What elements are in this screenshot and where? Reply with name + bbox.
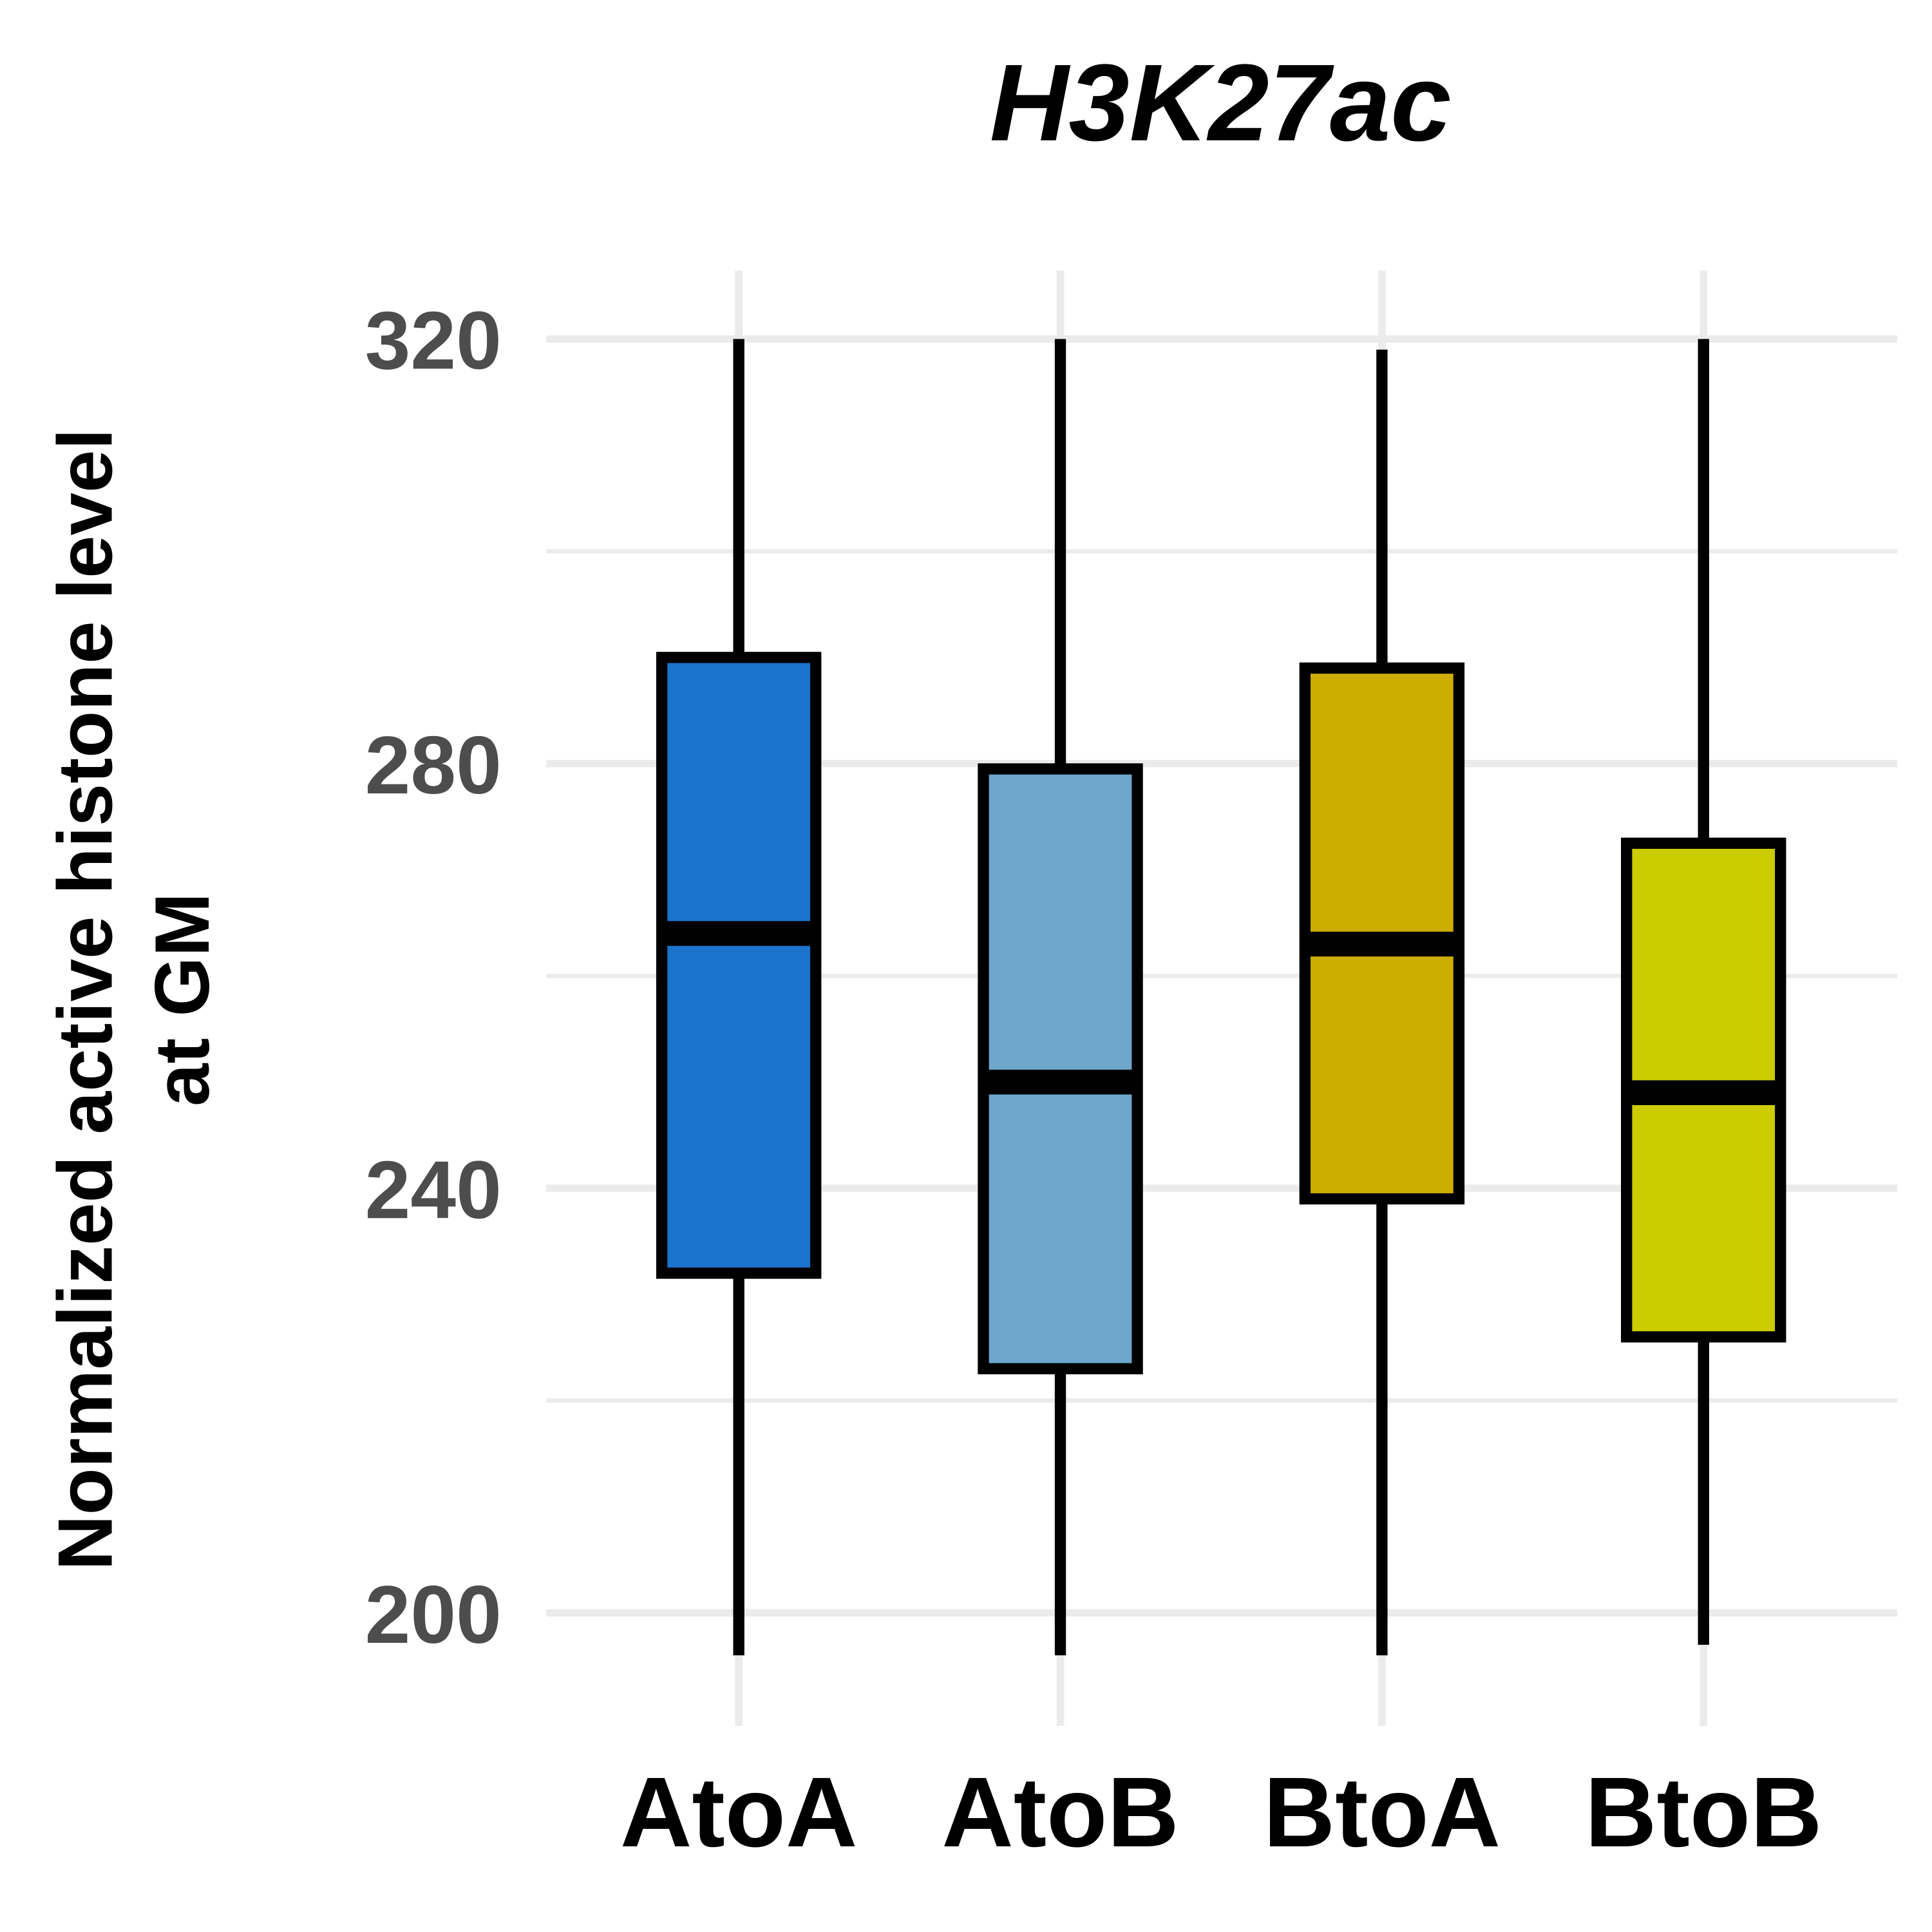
box-iqr	[656, 652, 822, 1279]
x-tick-label: BtoB	[1585, 1756, 1822, 1868]
y-tick-label: 320	[365, 295, 502, 386]
box-AtoB	[978, 339, 1143, 1656]
x-tick-labels: AtoA AtoB BtoA BtoB	[620, 1756, 1822, 1868]
x-tick-label: AtoA	[620, 1756, 857, 1868]
boxes	[656, 339, 1786, 1656]
box-BtoB	[1621, 339, 1786, 1645]
y-tick-labels: 200 240 280 320	[365, 295, 502, 1660]
box-iqr	[978, 763, 1143, 1375]
y-axis-label-line1: Normalized active histone level	[43, 428, 129, 1570]
y-axis-label-line2: at GM	[140, 893, 225, 1106]
box-AtoA	[656, 339, 822, 1656]
chart-title: H3K27ac	[990, 41, 1452, 164]
x-tick-label: AtoB	[942, 1756, 1179, 1868]
box-BtoA	[1299, 349, 1465, 1656]
y-tick-label: 240	[365, 1144, 502, 1235]
y-tick-label: 200	[365, 1569, 502, 1660]
x-tick-label: BtoA	[1264, 1756, 1501, 1868]
y-tick-label: 280	[365, 719, 502, 811]
